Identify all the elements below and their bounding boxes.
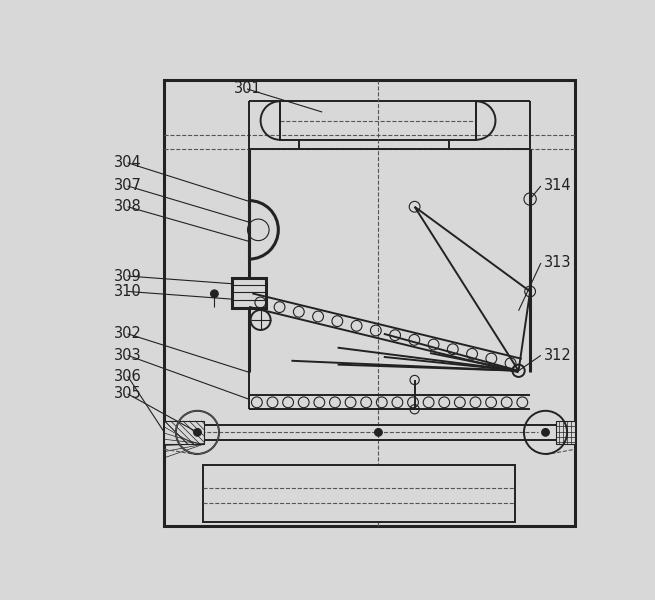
Bar [232, 278, 266, 308]
Text: 301: 301 [234, 82, 261, 97]
Bar [164, 80, 575, 526]
Circle shape [542, 428, 550, 436]
Bar [203, 464, 515, 523]
Text: 303: 303 [115, 348, 142, 363]
Text: 313: 313 [544, 256, 571, 271]
Text: 314: 314 [544, 178, 572, 193]
Text: 302: 302 [115, 326, 142, 341]
Bar [164, 421, 204, 444]
Text: 312: 312 [544, 348, 572, 363]
Bar [280, 101, 476, 140]
Text: 310: 310 [115, 284, 142, 299]
Text: 306: 306 [115, 368, 142, 383]
Text: 305: 305 [115, 386, 142, 401]
Text: 304: 304 [115, 155, 142, 170]
Text: 308: 308 [115, 199, 142, 214]
Text: 309: 309 [115, 269, 142, 284]
Text: 307: 307 [115, 178, 142, 193]
Circle shape [210, 290, 218, 298]
Circle shape [194, 428, 201, 436]
Circle shape [375, 428, 383, 436]
Bar [555, 421, 575, 444]
